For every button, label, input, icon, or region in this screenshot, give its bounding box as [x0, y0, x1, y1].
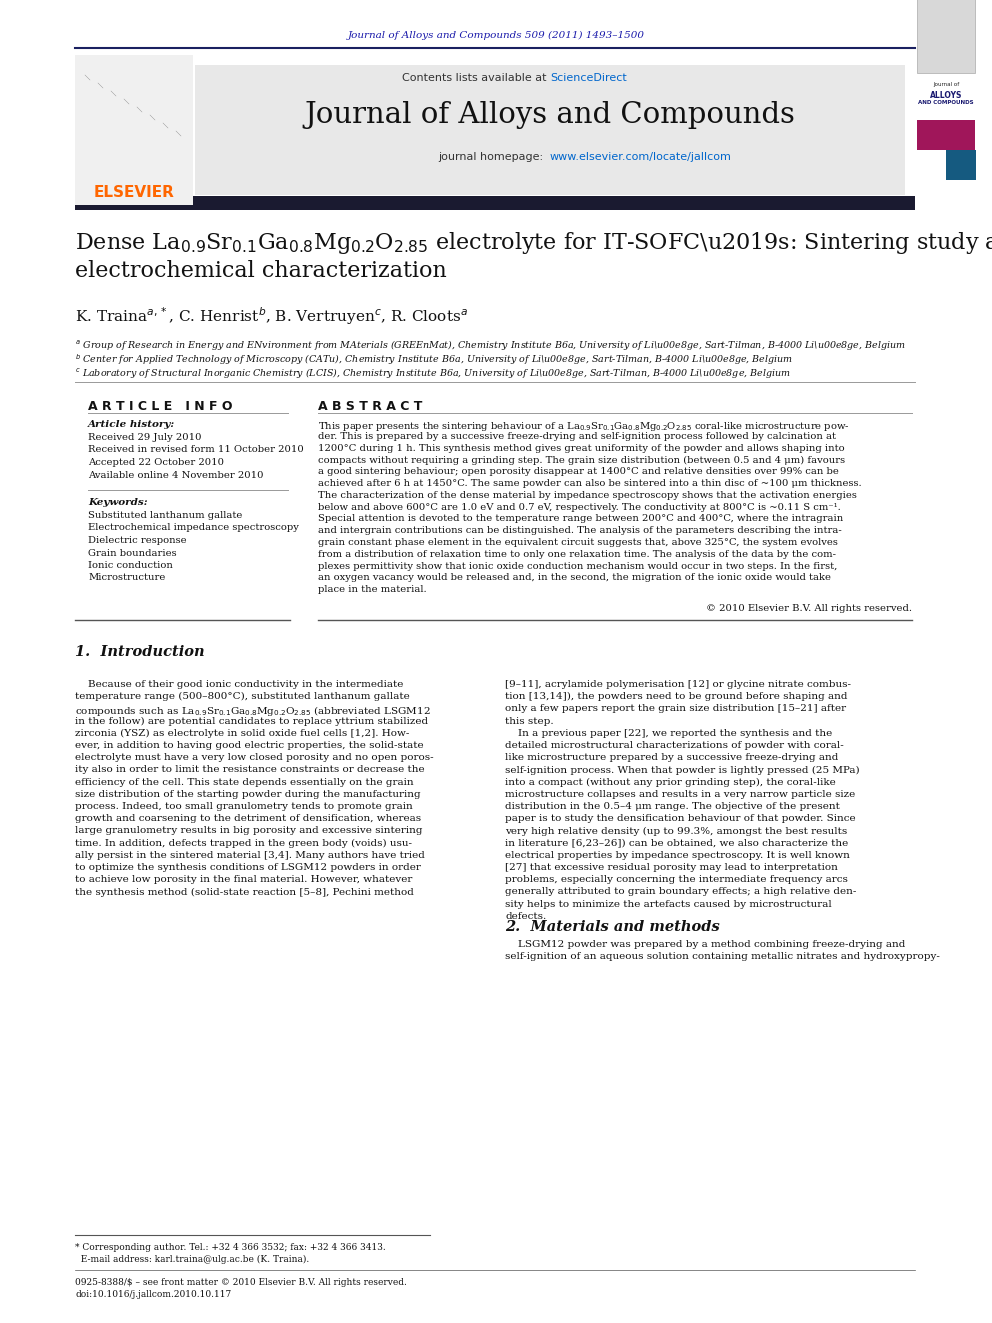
Text: Grain boundaries: Grain boundaries [88, 549, 177, 557]
Text: $^a$ Group of Research in Energy and ENvironment from MAterials (GREEnMat), Chem: $^a$ Group of Research in Energy and ENv… [75, 337, 906, 352]
Text: electrical properties by impedance spectroscopy. It is well known: electrical properties by impedance spect… [505, 851, 850, 860]
Text: the synthesis method (solid-state reaction [5–8], Pechini method: the synthesis method (solid-state reacti… [75, 888, 414, 897]
Text: electrochemical characterization: electrochemical characterization [75, 261, 446, 282]
Text: 2.  Materials and methods: 2. Materials and methods [505, 919, 720, 934]
Text: [27] that excessive residual porosity may lead to interpretation: [27] that excessive residual porosity ma… [505, 863, 838, 872]
Text: process. Indeed, too small granulometry tends to promote grain: process. Indeed, too small granulometry … [75, 802, 413, 811]
Text: E-mail address: karl.traina@ulg.ac.be (K. Traina).: E-mail address: karl.traina@ulg.ac.be (K… [75, 1256, 310, 1263]
Text: compacts without requiring a grinding step. The grain size distribution (between: compacts without requiring a grinding st… [318, 455, 845, 464]
Text: [9–11], acrylamide polymerisation [12] or glycine nitrate combus-: [9–11], acrylamide polymerisation [12] o… [505, 680, 851, 689]
Text: microstructure collapses and results in a very narrow particle size: microstructure collapses and results in … [505, 790, 855, 799]
Text: sity helps to minimize the artefacts caused by microstructural: sity helps to minimize the artefacts cau… [505, 900, 831, 909]
Bar [75, 56, 193, 205]
Text: K. Traina$^{a,*}$, C. Henrist$^{b}$, B. Vertruyen$^{c}$, R. Cloots$^{a}$: K. Traina$^{a,*}$, C. Henrist$^{b}$, B. … [75, 306, 468, 327]
Text: Article history:: Article history: [88, 419, 176, 429]
Text: 1200°C during 1 h. This synthesis method gives great uniformity of the powder an: 1200°C during 1 h. This synthesis method… [318, 443, 844, 452]
Text: Contents lists available at: Contents lists available at [402, 73, 550, 83]
Text: in literature [6,23–26]) can be obtained, we also characterize the: in literature [6,23–26]) can be obtained… [505, 839, 848, 848]
Text: into a compact (without any prior grinding step), the coral-like: into a compact (without any prior grindi… [505, 778, 835, 787]
Text: Ionic conduction: Ionic conduction [88, 561, 173, 570]
Bar [946, 149, 976, 180]
Text: Journal of Alloys and Compounds 509 (2011) 1493–1500: Journal of Alloys and Compounds 509 (201… [347, 30, 645, 40]
Text: Special attention is devoted to the temperature range between 200°C and 400°C, w: Special attention is devoted to the temp… [318, 515, 843, 524]
Text: to achieve low porosity in the final material. However, whatever: to achieve low porosity in the final mat… [75, 876, 413, 884]
Text: growth and coarsening to the detriment of densification, whereas: growth and coarsening to the detriment o… [75, 814, 422, 823]
Text: Available online 4 November 2010: Available online 4 November 2010 [88, 471, 264, 479]
Text: place in the material.: place in the material. [318, 585, 427, 594]
Text: compounds such as La$_{0.9}$Sr$_{0.1}$Ga$_{0.8}$Mg$_{0.2}$O$_{2.85}$ (abbreviate: compounds such as La$_{0.9}$Sr$_{0.1}$Ga… [75, 704, 431, 718]
Text: AND COMPOUNDS: AND COMPOUNDS [919, 101, 974, 105]
Text: electrolyte must have a very low closed porosity and no open poros-: electrolyte must have a very low closed … [75, 753, 434, 762]
Text: this step.: this step. [505, 717, 554, 725]
Bar [917, 0, 975, 73]
Text: Electrochemical impedance spectroscopy: Electrochemical impedance spectroscopy [88, 524, 299, 532]
Text: Received 29 July 2010: Received 29 July 2010 [88, 433, 201, 442]
Text: ity also in order to limit the resistance constraints or decrease the: ity also in order to limit the resistanc… [75, 766, 425, 774]
Text: an oxygen vacancy would be released and, in the second, the migration of the ion: an oxygen vacancy would be released and,… [318, 573, 831, 582]
Text: Substituted lanthanum gallate: Substituted lanthanum gallate [88, 511, 242, 520]
Text: © 2010 Elsevier B.V. All rights reserved.: © 2010 Elsevier B.V. All rights reserved… [706, 605, 912, 613]
Bar [917, 120, 975, 149]
Text: time. In addition, defects trapped in the green body (voids) usu-: time. In addition, defects trapped in th… [75, 839, 412, 848]
Text: Journal of Alloys and Compounds: Journal of Alloys and Compounds [305, 101, 796, 130]
Text: from a distribution of relaxation time to only one relaxation time. The analysis: from a distribution of relaxation time t… [318, 550, 836, 558]
Text: problems, especially concerning the intermediate frequency arcs: problems, especially concerning the inte… [505, 876, 848, 884]
Text: Because of their good ionic conductivity in the intermediate: Because of their good ionic conductivity… [75, 680, 404, 689]
Text: journal homepage:: journal homepage: [437, 152, 550, 161]
Text: tion [13,14]), the powders need to be ground before shaping and: tion [13,14]), the powders need to be gr… [505, 692, 847, 701]
Text: below and above 600°C are 1.0 eV and 0.7 eV, respectively. The conductivity at 8: below and above 600°C are 1.0 eV and 0.7… [318, 503, 841, 512]
Text: a good sintering behaviour; open porosity disappear at 1400°C and relative densi: a good sintering behaviour; open porosit… [318, 467, 839, 476]
Text: generally attributed to grain boundary effects; a high relative den-: generally attributed to grain boundary e… [505, 888, 856, 897]
Bar [75, 56, 195, 205]
Text: Dielectric response: Dielectric response [88, 536, 186, 545]
Text: only a few papers report the grain size distribution [15–21] after: only a few papers report the grain size … [505, 704, 846, 713]
Text: self-ignition of an aqueous solution containing metallic nitrates and hydroxypro: self-ignition of an aqueous solution con… [505, 953, 939, 960]
Text: very high relative density (up to 99.3%, amongst the best results: very high relative density (up to 99.3%,… [505, 827, 847, 836]
Text: ally persist in the sintered material [3,4]. Many authors have tried: ally persist in the sintered material [3… [75, 851, 425, 860]
Text: self-ignition process. When that powder is lightly pressed (25 MPa): self-ignition process. When that powder … [505, 766, 860, 774]
Text: $^c$ Laboratory of Structural Inorganic Chemistry (LCIS), Chemistry Institute B6: $^c$ Laboratory of Structural Inorganic … [75, 366, 791, 380]
Text: * Corresponding author. Tel.: +32 4 366 3532; fax: +32 4 366 3413.: * Corresponding author. Tel.: +32 4 366 … [75, 1244, 386, 1252]
Text: ScienceDirect: ScienceDirect [550, 73, 627, 83]
Text: der. This is prepared by a successive freeze-drying and self-ignition process fo: der. This is prepared by a successive fr… [318, 431, 836, 441]
Text: This paper presents the sintering behaviour of a La$_{0.9}$Sr$_{0.1}$Ga$_{0.8}$M: This paper presents the sintering behavi… [318, 419, 850, 433]
Text: Received in revised form 11 October 2010: Received in revised form 11 October 2010 [88, 446, 304, 455]
Text: in the follow) are potential candidates to replace yttrium stabilized: in the follow) are potential candidates … [75, 717, 429, 726]
Text: Dense La$_{0.9}$Sr$_{0.1}$Ga$_{0.8}$Mg$_{0.2}$O$_{2.85}$ electrolyte for IT-SOFC: Dense La$_{0.9}$Sr$_{0.1}$Ga$_{0.8}$Mg$_… [75, 230, 992, 255]
Text: Journal of: Journal of [932, 82, 959, 87]
Bar [75, 196, 915, 210]
Text: large granulometry results in big porosity and excessive sintering: large granulometry results in big porosi… [75, 827, 423, 835]
Text: ALLOYS: ALLOYS [930, 91, 962, 101]
Text: to optimize the synthesis conditions of LSGM12 powders in order: to optimize the synthesis conditions of … [75, 863, 421, 872]
Text: www.elsevier.com/locate/jallcom: www.elsevier.com/locate/jallcom [550, 152, 732, 161]
Text: Keywords:: Keywords: [88, 497, 148, 507]
Text: doi:10.1016/j.jallcom.2010.10.117: doi:10.1016/j.jallcom.2010.10.117 [75, 1290, 231, 1299]
Text: temperature range (500–800°C), substituted lanthanum gallate: temperature range (500–800°C), substitut… [75, 692, 410, 701]
Text: A B S T R A C T: A B S T R A C T [318, 400, 423, 413]
Text: defects.: defects. [505, 912, 547, 921]
Text: size distribution of the starting powder during the manufacturing: size distribution of the starting powder… [75, 790, 421, 799]
Text: 0925-8388/$ – see front matter © 2010 Elsevier B.V. All rights reserved.: 0925-8388/$ – see front matter © 2010 El… [75, 1278, 407, 1287]
Text: distribution in the 0.5–4 μm range. The objective of the present: distribution in the 0.5–4 μm range. The … [505, 802, 840, 811]
Text: $^b$ Center for Applied Technology of Microscopy (CATu), Chemistry Institute B6a: $^b$ Center for Applied Technology of Mi… [75, 352, 793, 366]
Text: zirconia (YSZ) as electrolyte in solid oxide fuel cells [1,2]. How-: zirconia (YSZ) as electrolyte in solid o… [75, 729, 410, 738]
Text: like microstructure prepared by a successive freeze-drying and: like microstructure prepared by a succes… [505, 753, 838, 762]
Text: ever, in addition to having good electric properties, the solid-state: ever, in addition to having good electri… [75, 741, 424, 750]
Text: plexes permittivity show that ionic oxide conduction mechanism would occur in tw: plexes permittivity show that ionic oxid… [318, 561, 837, 570]
Text: grain constant phase element in the equivalent circuit suggests that, above 325°: grain constant phase element in the equi… [318, 538, 838, 546]
Text: detailed microstructural characterizations of powder with coral-: detailed microstructural characterizatio… [505, 741, 844, 750]
Text: Accepted 22 October 2010: Accepted 22 October 2010 [88, 458, 224, 467]
Text: A R T I C L E   I N F O: A R T I C L E I N F O [88, 400, 232, 413]
Text: LSGM12 powder was prepared by a method combining freeze-drying and: LSGM12 powder was prepared by a method c… [505, 939, 906, 949]
Text: Microstructure: Microstructure [88, 573, 166, 582]
Text: ELSEVIER: ELSEVIER [93, 185, 175, 200]
Text: 1.  Introduction: 1. Introduction [75, 646, 204, 659]
Text: paper is to study the densification behaviour of that powder. Since: paper is to study the densification beha… [505, 814, 856, 823]
Text: and intergrain contributions can be distinguished. The analysis of the parameter: and intergrain contributions can be dist… [318, 527, 842, 536]
Text: efficiency of the cell. This state depends essentially on the grain: efficiency of the cell. This state depen… [75, 778, 414, 787]
Text: achieved after 6 h at 1450°C. The same powder can also be sintered into a thin d: achieved after 6 h at 1450°C. The same p… [318, 479, 862, 488]
Bar [195, 65, 905, 194]
Text: In a previous paper [22], we reported the synthesis and the: In a previous paper [22], we reported th… [505, 729, 832, 738]
Text: The characterization of the dense material by impedance spectroscopy shows that : The characterization of the dense materi… [318, 491, 857, 500]
